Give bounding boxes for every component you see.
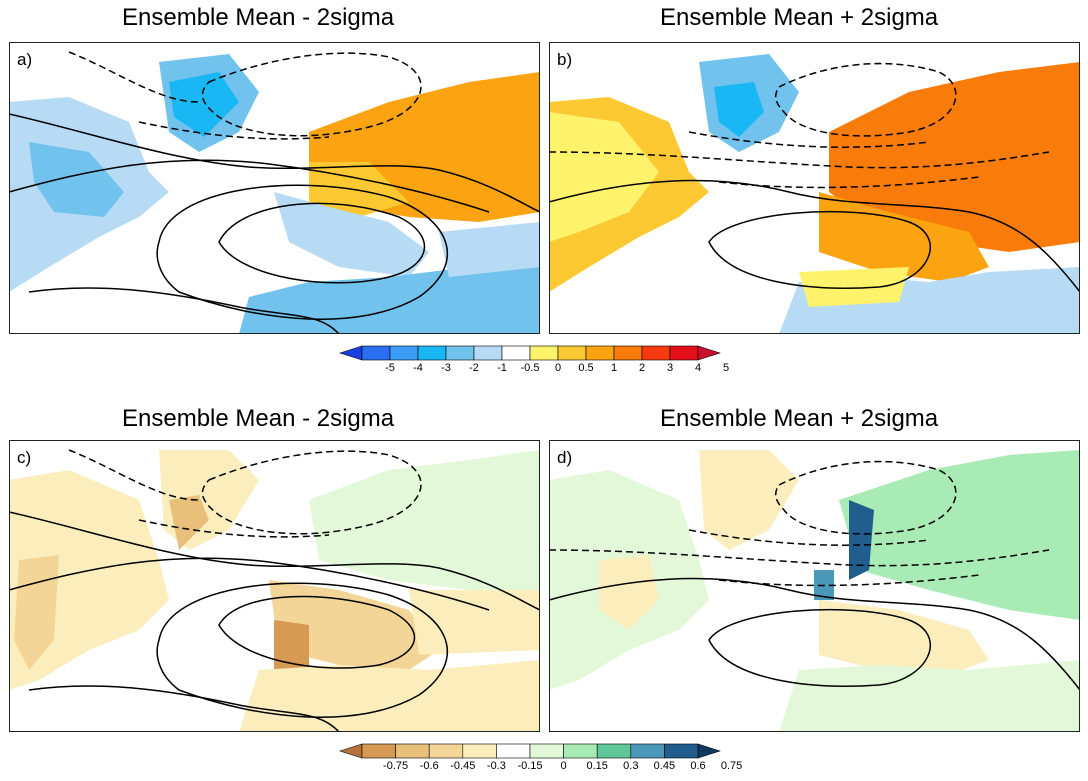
colorbar-bottom-tick-label: -0.75	[383, 760, 409, 772]
colorbar-bottom-swatch	[529, 743, 564, 759]
colorbar-bottom-swatch	[596, 743, 632, 759]
map-panel-d: d)	[549, 440, 1080, 732]
colorbar-bottom-tick-label: -0.6	[419, 760, 439, 772]
panel-label-a: a)	[17, 50, 33, 69]
colorbar-top-swatch	[641, 345, 671, 361]
colorbar-top-end-high	[697, 345, 721, 361]
colorbar-top-swatch	[445, 345, 475, 361]
colorbar-bottom-tick-label: 0.15	[586, 760, 608, 772]
colorbar-bottom-swatch	[630, 743, 665, 759]
colorbar-top-swatch	[557, 345, 587, 361]
colorbar-top-swatch	[585, 345, 615, 361]
panel-label-d: d)	[557, 448, 573, 467]
title-panel-b: Ensemble Mean + 2sigma	[660, 4, 939, 31]
colorbar-bottom-swatch	[496, 743, 531, 759]
colorbar-top-tick-label: -1	[497, 362, 507, 374]
colorbar-bottom-swatch	[563, 743, 598, 759]
colorbar-bottom-swatch	[462, 743, 497, 759]
title-panel-d: Ensemble Mean + 2sigma	[660, 405, 939, 432]
colorbar-top-swatch	[361, 345, 391, 361]
map-panel-a: a)	[9, 42, 540, 334]
colorbar-bottom-swatch	[395, 743, 430, 759]
colorbar-top-end-low	[339, 345, 363, 361]
colorbar-bottom-tick-label: -0.15	[517, 760, 543, 772]
colorbar-top-swatch	[473, 345, 503, 361]
panel-label-b: b)	[557, 50, 573, 69]
colorbar-top-tick-label: -2	[469, 362, 479, 374]
colorbar-bottom-end-low	[339, 743, 363, 759]
colorbar-bottom-tick-label: 0.3	[623, 760, 639, 772]
colorbar-top-swatch	[389, 345, 419, 361]
colorbar-top-tick-label: -3	[441, 362, 451, 374]
map-panel-c: c)	[9, 440, 540, 732]
title-panel-a: Ensemble Mean - 2sigma	[122, 4, 395, 31]
colorbar-top-tick-label: 3	[666, 362, 674, 374]
colorbar-temperature: -5 -4 -3 -2 -1 -0.5 0 0.5 1 2 3 4 5	[339, 345, 729, 378]
colorbar-top-swatch	[613, 345, 643, 361]
colorbar-bottom-tick-label: -0.45	[450, 760, 476, 772]
colorbar-top-tick-label: 0.5	[578, 362, 594, 374]
title-panel-c: Ensemble Mean - 2sigma	[122, 405, 395, 432]
colorbar-top-tick-label: 1	[610, 362, 618, 374]
colorbar-top-tick-label: -5	[385, 362, 395, 374]
colorbar-top-tick-label: 0	[554, 362, 562, 374]
colorbar-bottom-tick-label: -0.3	[486, 760, 506, 772]
colorbar-top-tick-label: 2	[638, 362, 646, 374]
colorbar-top-tick-label: -4	[413, 362, 423, 374]
colorbar-top-tick-label: 5	[722, 362, 730, 374]
colorbar-top-swatch	[501, 345, 531, 361]
colorbar-bottom-tick-label: 0	[560, 760, 567, 772]
colorbar-top-swatch	[669, 345, 699, 361]
colorbar-top-tick-label: -0.5	[520, 362, 540, 374]
colorbar-top-swatch	[529, 345, 559, 361]
colorbar-bottom-end-high	[697, 743, 721, 759]
colorbar-bottom-swatch	[428, 743, 464, 759]
colorbar-top-swatch	[417, 345, 447, 361]
colorbar-bottom-swatch	[361, 743, 396, 759]
colorbar-bottom-swatch	[664, 743, 699, 759]
panel-label-c: c)	[17, 448, 32, 467]
colorbar-bottom-tick-label: 0.45	[653, 760, 676, 772]
colorbar-precipitation: -0.75 -0.6 -0.45 -0.3 -0.15 0 0.15 0.3 0.45 0.6 0.…	[339, 743, 742, 776]
colorbar-top-tick-label: 4	[694, 362, 702, 374]
colorbar-bottom-tick-label: 0.6	[690, 760, 706, 772]
map-panel-b: b)	[549, 42, 1080, 334]
colorbar-bottom-tick-label: 0.75	[720, 760, 743, 772]
